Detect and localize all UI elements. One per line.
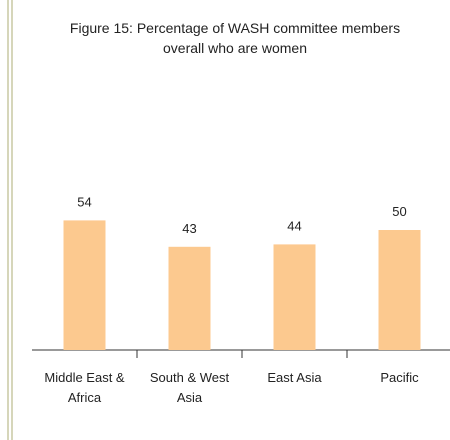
data-label: 44 xyxy=(287,218,301,233)
bar xyxy=(168,246,211,350)
data-label: 43 xyxy=(182,221,196,236)
bar xyxy=(63,220,106,350)
data-label: 54 xyxy=(77,194,91,209)
bar xyxy=(378,230,421,350)
bar xyxy=(273,244,316,350)
x-tick-label: South & West Asia xyxy=(149,370,230,405)
x-tick-label: Pacific xyxy=(380,370,419,385)
x-tick-label: Middle East & Africa xyxy=(44,370,125,405)
data-label: 50 xyxy=(392,204,406,219)
chart-title: Figure 15: Percentage of WASH committee … xyxy=(69,20,401,56)
x-tick-label: East Asia xyxy=(267,370,322,385)
